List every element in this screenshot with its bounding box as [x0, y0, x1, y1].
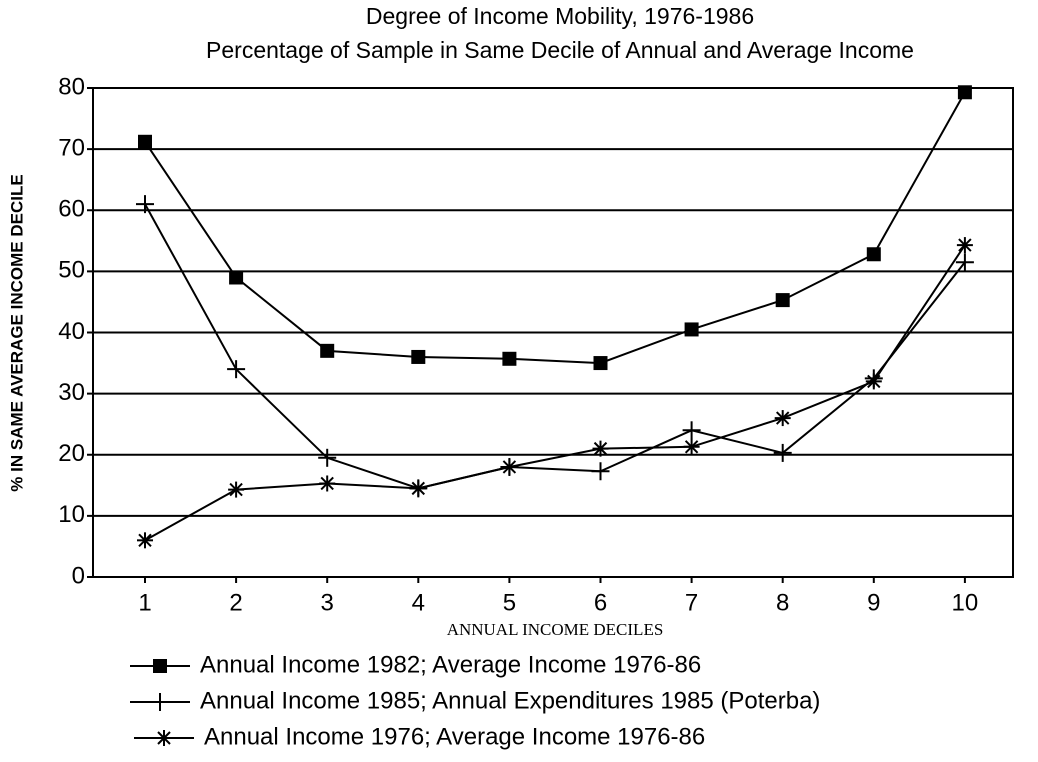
- point: [683, 438, 700, 455]
- x-tick-label: 4: [412, 589, 425, 616]
- marker: [153, 659, 167, 673]
- y-tick-label: 80: [58, 73, 85, 100]
- y-tick-label: 50: [58, 257, 85, 284]
- marker: [502, 351, 517, 366]
- x-tick-label: 5: [503, 589, 516, 616]
- point: [774, 410, 791, 427]
- point: [775, 293, 790, 308]
- line: [144, 203, 966, 490]
- marker: [957, 85, 972, 100]
- marker: [411, 481, 426, 496]
- chart-subtitle: Percentage of Sample in Same Decile of A…: [206, 37, 914, 63]
- point: [156, 730, 172, 746]
- marker: [138, 533, 152, 548]
- y-tick-label: 0: [72, 562, 85, 589]
- marker: [157, 731, 171, 745]
- marker: [684, 440, 699, 454]
- marker: [229, 270, 244, 285]
- x-axis-label: ANNUAL INCOME DECILES: [447, 620, 664, 639]
- marker: [958, 238, 972, 252]
- x-tick-label: 2: [229, 589, 242, 616]
- y-tick-label: 70: [58, 134, 85, 161]
- marker: [866, 247, 881, 262]
- point: [593, 356, 608, 371]
- point: [137, 532, 153, 549]
- point: [318, 448, 337, 467]
- marker: [138, 134, 152, 149]
- point: [411, 349, 426, 364]
- point: [773, 443, 792, 462]
- marker: [411, 349, 426, 364]
- y-tick-label: 60: [58, 196, 85, 223]
- x-tick-label: 10: [952, 589, 979, 616]
- point: [866, 247, 881, 262]
- marker: [775, 411, 790, 425]
- marker: [593, 441, 608, 456]
- point: [502, 351, 517, 366]
- chart-title: Degree of Income Mobility, 1976-1986: [366, 3, 754, 29]
- point: [410, 480, 427, 497]
- x-tick-label: 9: [867, 589, 880, 616]
- legend-label: Annual Income 1985; Annual Expenditures …: [200, 687, 820, 714]
- point: [151, 693, 169, 711]
- point: [955, 253, 974, 272]
- plot-frame: [92, 87, 1014, 578]
- point: [591, 462, 610, 481]
- marker: [867, 374, 881, 389]
- point: [592, 440, 609, 457]
- marker: [320, 476, 334, 491]
- point: [229, 270, 244, 285]
- x-tick-label: 7: [685, 589, 698, 616]
- point: [153, 659, 167, 673]
- point: [227, 360, 246, 379]
- y-axis-label: % IN SAME AVERAGE INCOME DECILE: [7, 174, 26, 491]
- marker: [320, 343, 335, 358]
- y-tick-label: 30: [58, 379, 85, 406]
- marker: [593, 356, 608, 371]
- point: [956, 237, 973, 254]
- marker: [229, 482, 243, 497]
- point: [865, 373, 882, 390]
- point: [957, 85, 972, 100]
- point: [684, 322, 699, 337]
- point: [319, 475, 336, 492]
- y-tick-label: 20: [58, 440, 85, 467]
- point: [138, 134, 152, 149]
- x-tick-label: 3: [321, 589, 334, 616]
- marker: [502, 460, 517, 474]
- marker: [775, 293, 790, 308]
- line: [144, 91, 966, 365]
- y-tick-label: 40: [58, 318, 85, 345]
- x-tick-label: 6: [594, 589, 607, 616]
- point: [136, 195, 154, 214]
- point: [228, 481, 245, 498]
- marker: [684, 322, 699, 337]
- point: [682, 421, 701, 440]
- legend-label: Annual Income 1976; Average Income 1976-…: [204, 723, 705, 750]
- line: [144, 244, 966, 542]
- y-tick-label: 10: [58, 501, 85, 528]
- point: [501, 458, 518, 475]
- x-tick-label: 1: [138, 589, 151, 616]
- x-tick-label: 8: [776, 589, 789, 616]
- legend-label: Annual Income 1982; Average Income 1976-…: [200, 651, 701, 678]
- point: [320, 343, 335, 358]
